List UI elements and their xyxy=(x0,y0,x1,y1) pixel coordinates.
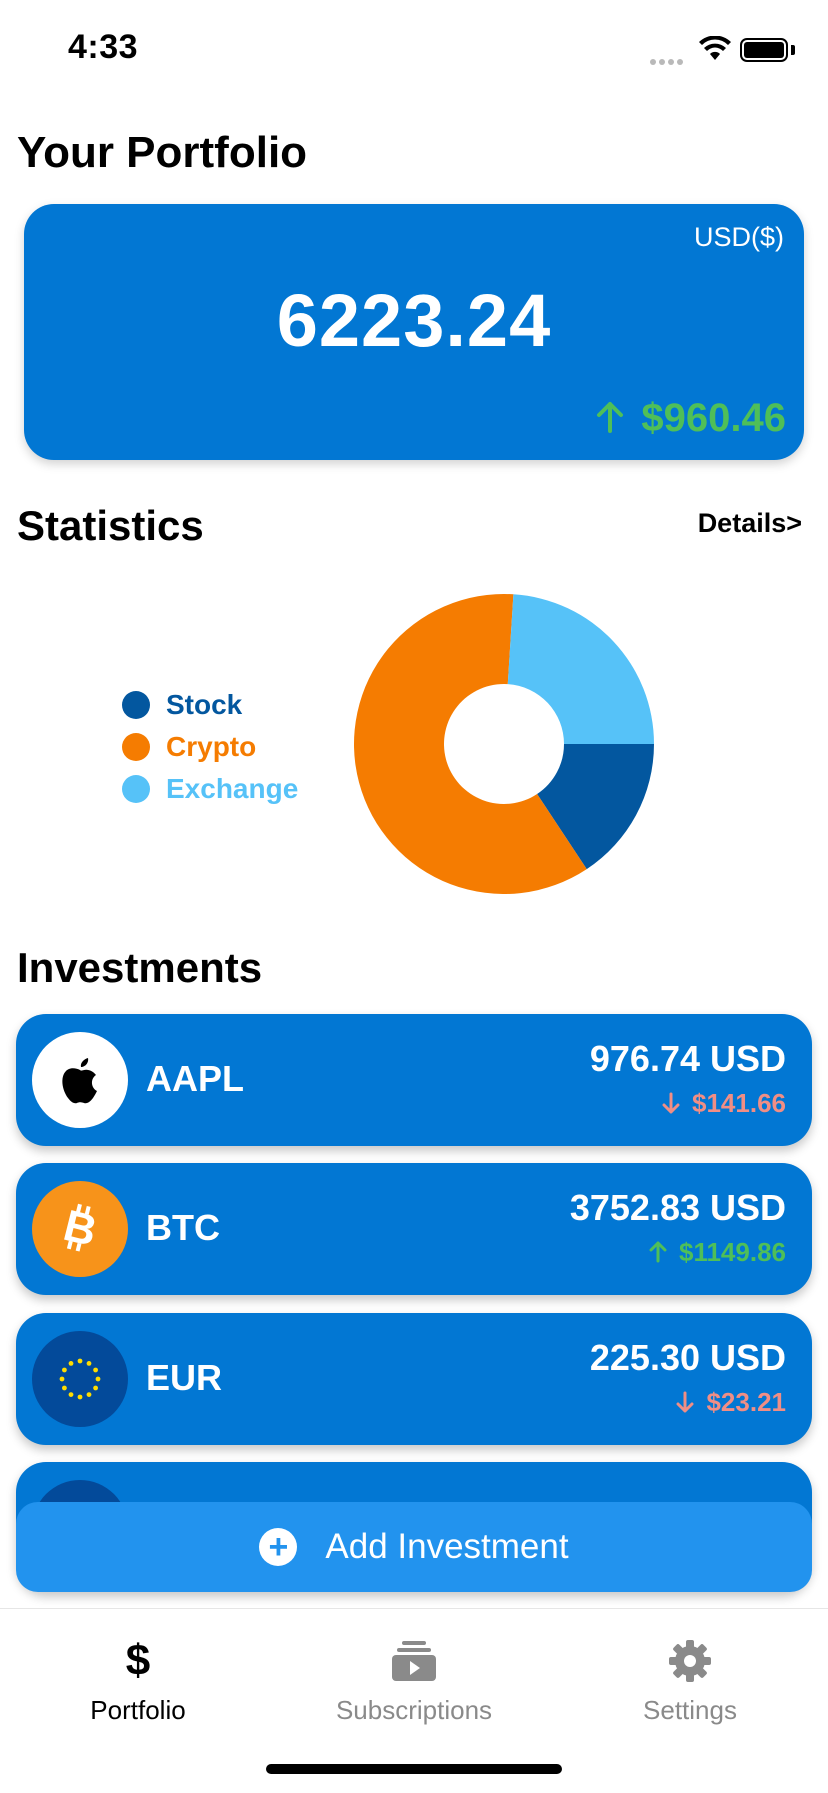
legend-item-exchange: Exchange xyxy=(122,768,298,810)
eu-star xyxy=(93,1385,98,1391)
battery-tip xyxy=(791,45,795,55)
eu-star xyxy=(62,1367,67,1373)
eu-star xyxy=(93,1367,98,1373)
portfolio-change: $960.46 xyxy=(596,396,786,441)
gear-icon xyxy=(552,1631,828,1691)
eu-star xyxy=(77,1394,83,1400)
cellular-signal-icon xyxy=(650,52,686,70)
currency-label[interactable]: USD($) xyxy=(693,222,784,252)
arrow-down-icon xyxy=(661,1088,692,1118)
donut-slice-crypto xyxy=(354,594,587,894)
legend-dot-exchange xyxy=(122,775,150,803)
investment-value: 225.30 USD xyxy=(589,1337,786,1378)
details-link[interactable]: Details> xyxy=(697,508,802,538)
investment-value: 3752.83 USD xyxy=(569,1187,786,1228)
tab-settings[interactable]: Settings xyxy=(552,1609,828,1726)
investments-title: Investments xyxy=(17,944,263,991)
portfolio-total-card: USD($) 6223.24 $960.46 xyxy=(24,204,804,460)
eu-star xyxy=(62,1385,67,1391)
investment-value: 976.74 USD xyxy=(589,1038,786,1079)
eu-star xyxy=(59,1376,65,1382)
page-title: Your Portfolio xyxy=(17,128,308,177)
subscriptions-icon xyxy=(276,1631,552,1691)
bitcoin-icon: B xyxy=(32,1181,128,1277)
legend-item-stock: Stock xyxy=(122,684,298,726)
investment-symbol: AAPL xyxy=(146,1058,244,1099)
chart-legend: Stock Crypto Exchange xyxy=(122,684,298,810)
legend-dot-crypto xyxy=(122,733,150,761)
dollar-icon: $ xyxy=(125,1636,151,1685)
eu-star xyxy=(68,1392,74,1397)
investment-card-btc[interactable]: B BTC 3752.83 USD $1149.86 xyxy=(16,1163,812,1295)
eu-star xyxy=(77,1358,83,1364)
legend-dot-stock xyxy=(122,691,150,719)
battery-icon xyxy=(740,38,788,62)
legend-label-exchange: Exchange xyxy=(166,773,299,804)
investment-symbol: EUR xyxy=(146,1357,223,1398)
statistics-title: Statistics xyxy=(17,502,204,549)
legend-label-crypto: Crypto xyxy=(166,731,257,762)
eu-star xyxy=(68,1361,74,1366)
tab-portfolio-label: Portfolio xyxy=(90,1695,186,1725)
home-indicator xyxy=(266,1764,562,1774)
tab-bar: $ Portfolio Subscriptions Settings xyxy=(0,1608,828,1793)
wifi-icon xyxy=(698,35,732,67)
gear-hole xyxy=(684,1655,696,1667)
eu-flag-icon xyxy=(32,1331,128,1427)
investment-change: $1149.86 xyxy=(648,1237,786,1268)
tab-portfolio[interactable]: $ Portfolio xyxy=(0,1609,276,1726)
eu-star xyxy=(86,1361,92,1366)
investment-card-aapl[interactable]: AAPL 976.74 USD $141.66 xyxy=(16,1014,812,1146)
apple-icon xyxy=(32,1032,128,1128)
tab-settings-label: Settings xyxy=(643,1695,737,1725)
tab-subscriptions-label: Subscriptions xyxy=(335,1695,493,1725)
investment-change: $23.21 xyxy=(675,1387,786,1418)
eu-star xyxy=(95,1376,101,1382)
investment-change-value: $1149.86 xyxy=(678,1237,786,1267)
portfolio-donut-chart xyxy=(354,594,654,894)
plus-circle-icon: + xyxy=(259,1528,298,1566)
legend-item-crypto: Crypto xyxy=(122,726,298,768)
portfolio-total-value: 6223.24 xyxy=(276,279,552,362)
tab-subscriptions[interactable]: Subscriptions xyxy=(276,1609,552,1726)
investment-change: $141.66 xyxy=(661,1088,786,1119)
eu-star xyxy=(86,1392,92,1397)
investment-symbol: BTC xyxy=(146,1207,220,1248)
arrow-down-icon xyxy=(675,1387,706,1417)
arrow-up-icon xyxy=(596,396,641,440)
investment-card-eur[interactable]: EUR 225.30 USD $23.21 xyxy=(16,1313,812,1445)
donut-slice-exchange xyxy=(507,594,654,744)
investment-change-value: $23.21 xyxy=(706,1387,786,1417)
donut-slice-stock xyxy=(537,744,654,870)
status-time: 4:33 xyxy=(68,28,139,66)
arrow-up-icon xyxy=(648,1237,679,1267)
add-investment-label: Add Investment xyxy=(325,1527,569,1566)
legend-label-stock: Stock xyxy=(166,689,243,720)
portfolio-change-value: $960.46 xyxy=(641,396,786,440)
add-investment-button[interactable]: + Add Investment xyxy=(16,1502,812,1592)
investment-change-value: $141.66 xyxy=(692,1088,786,1118)
